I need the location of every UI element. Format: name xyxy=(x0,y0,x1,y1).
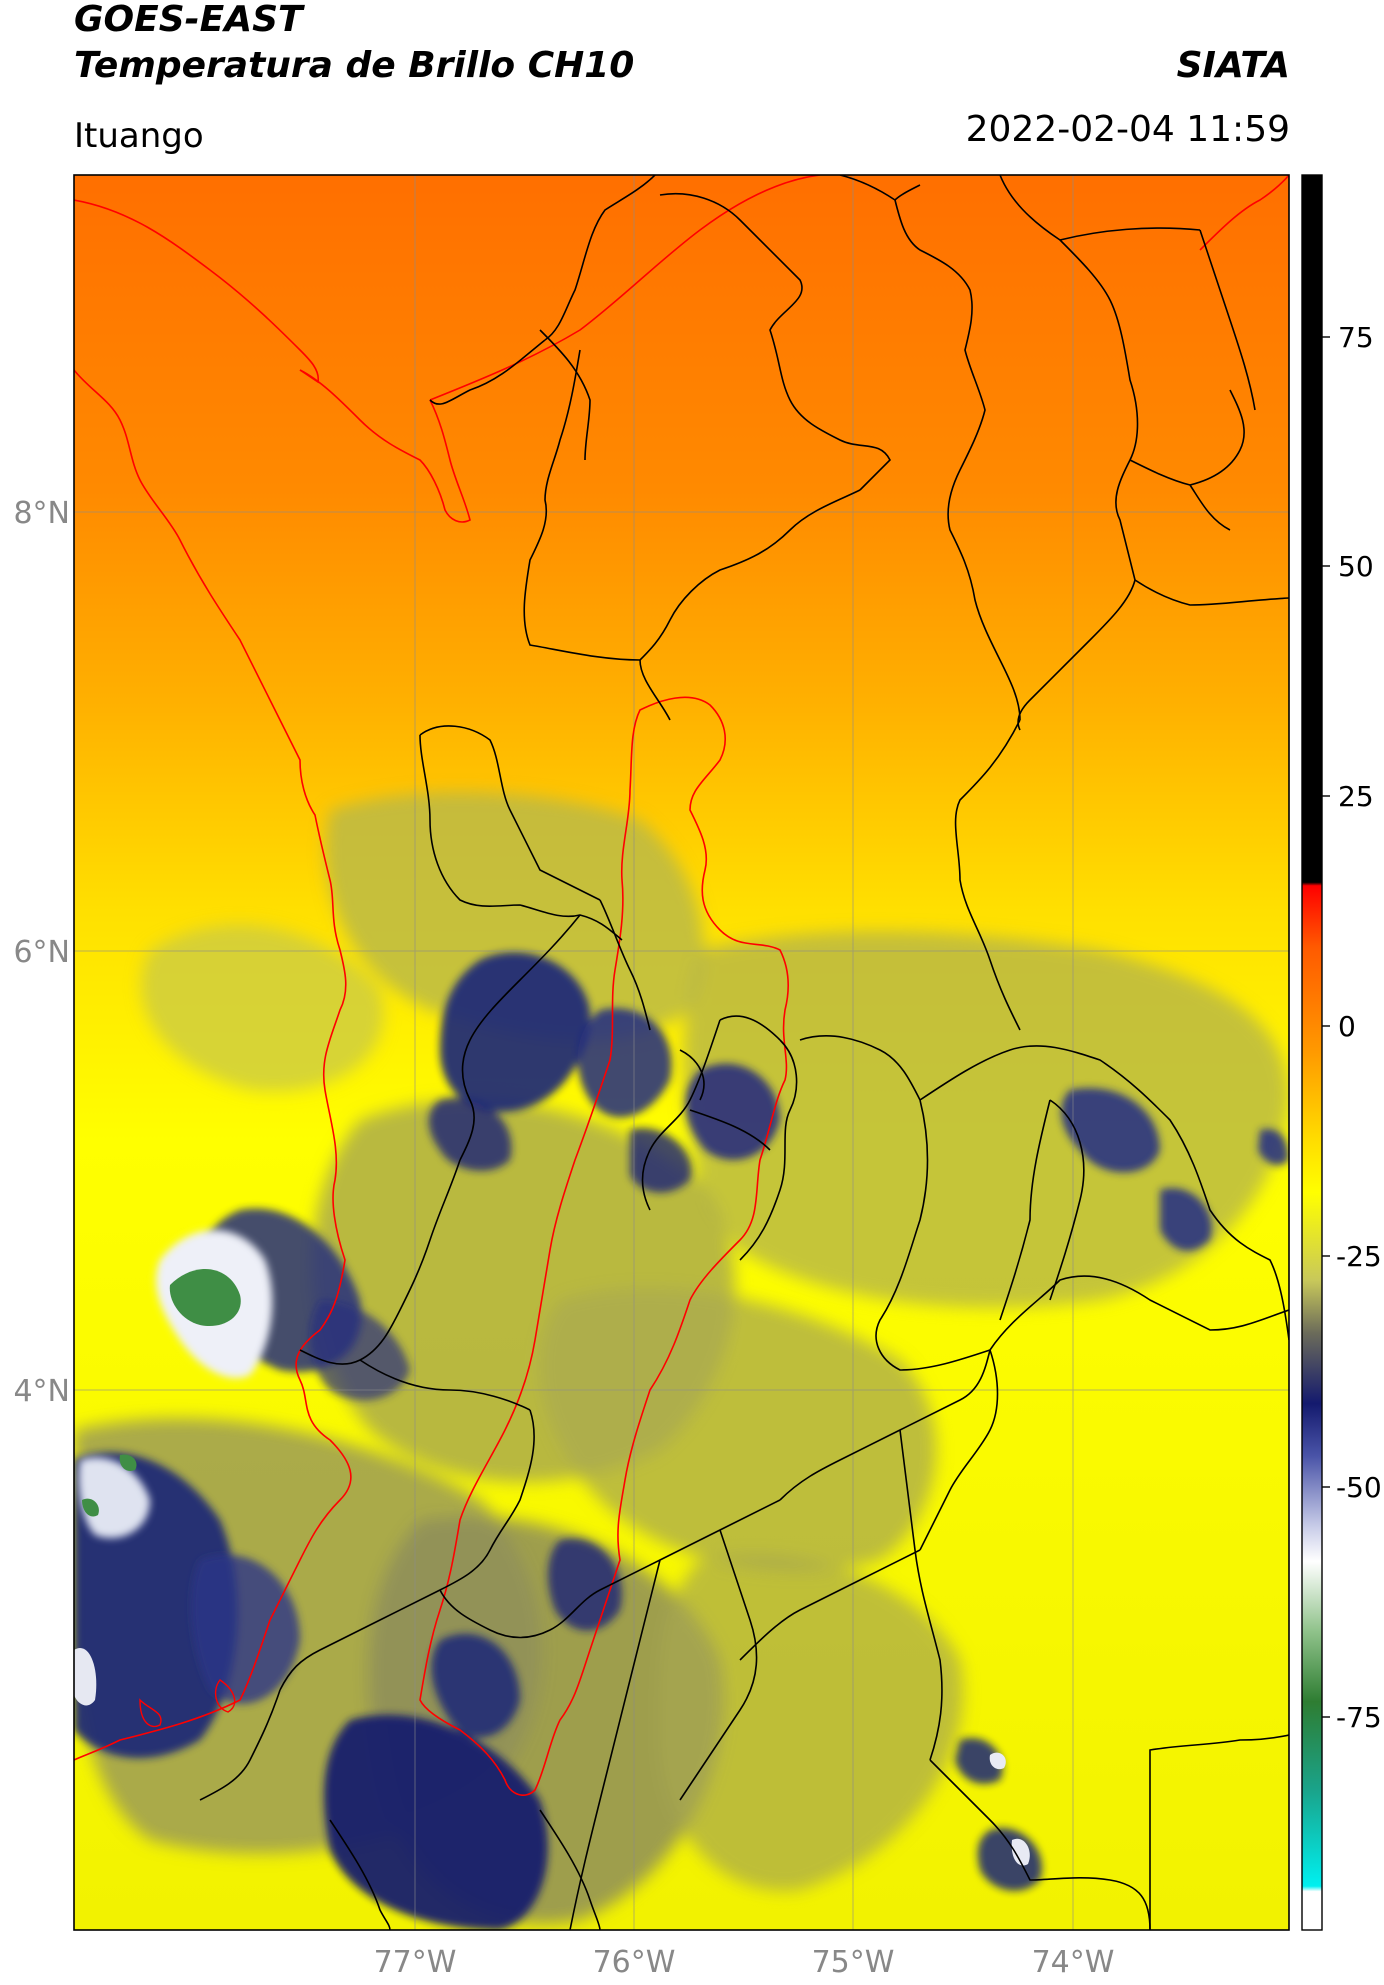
colorbar-label-neg25: -25 xyxy=(1336,1240,1382,1273)
coastline xyxy=(74,199,352,1761)
colorbar-label-neg50: -50 xyxy=(1336,1471,1382,1504)
lat-labels: 8°N 6°N 4°N xyxy=(13,496,70,1409)
map-panel xyxy=(74,175,1289,1930)
location-label: Ituango xyxy=(74,116,204,156)
colorbar-label-75: 75 xyxy=(1338,321,1374,354)
timestamp-label: 2022-02-04 11:59 xyxy=(965,109,1290,150)
lon-labels: 77°W 76°W 75°W 74°W xyxy=(374,1945,1115,1980)
product-title: Temperatura de Brillo CH10 xyxy=(74,45,635,86)
lon-label-75w: 75°W xyxy=(812,1945,895,1980)
coastline-ne xyxy=(1199,175,1289,251)
department-borders xyxy=(199,175,1289,1930)
region-outline-red xyxy=(419,696,790,1796)
organization-label: SIATA xyxy=(1176,45,1290,86)
lon-label-76w: 76°W xyxy=(593,1945,676,1980)
colorbar: 75 50 25 0 -25 -50 -75 xyxy=(1301,174,1382,1931)
colorbar-ramp xyxy=(1301,174,1323,1931)
colorbar-labels: 75 50 25 0 -25 -50 -75 xyxy=(1336,321,1382,1734)
colorbar-label-25: 25 xyxy=(1338,780,1374,813)
gridlines xyxy=(74,175,1289,1930)
lat-label-4n: 4°N xyxy=(13,1374,70,1409)
colorbar-ticks xyxy=(1322,336,1330,1718)
coastline-bays xyxy=(139,1679,236,1727)
cold-cloud-tops xyxy=(74,1230,1030,1866)
coastline-gulf xyxy=(299,175,821,523)
colorbar-label-neg75: -75 xyxy=(1336,1701,1382,1734)
satellite-title: GOES-EAST xyxy=(74,0,303,40)
map-frame xyxy=(73,174,1290,1931)
lat-label-6n: 6°N xyxy=(13,935,70,970)
lat-label-8n: 8°N xyxy=(13,496,70,531)
colorbar-label-50: 50 xyxy=(1338,550,1374,583)
cloud-field-warm xyxy=(74,791,1289,1924)
colorbar-label-0: 0 xyxy=(1338,1010,1356,1043)
lon-label-77w: 77°W xyxy=(374,1945,457,1980)
lon-label-74w: 74°W xyxy=(1032,1945,1115,1980)
